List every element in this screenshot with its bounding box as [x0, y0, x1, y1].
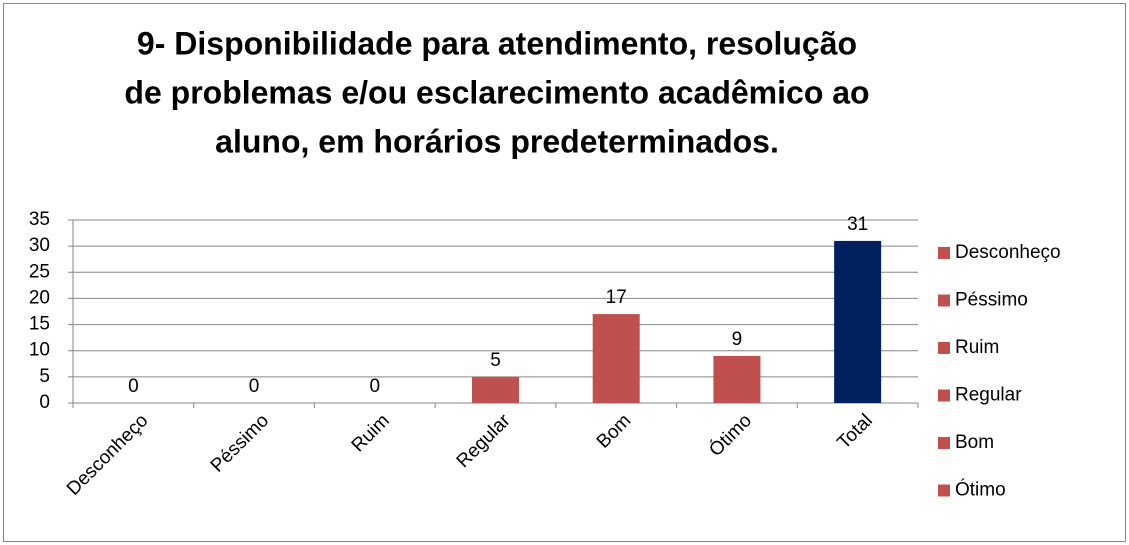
y-tick-label: 30 [29, 235, 50, 256]
y-tick-label: 5 [39, 366, 50, 387]
data-label: 9 [732, 329, 743, 350]
legend-swatch [938, 342, 950, 354]
legend-label: Regular [955, 385, 1022, 406]
legend-swatch [938, 437, 950, 449]
legend-swatch [938, 484, 950, 497]
chart-title: aluno, em horários predeterminados. [215, 123, 779, 159]
legend-label: Ótimo [955, 479, 1006, 501]
chart-title: 9- Disponibilidade para atendimento, res… [137, 25, 857, 61]
legend-swatch [938, 389, 950, 402]
legend-swatch [938, 294, 950, 307]
y-tick-label: 15 [29, 314, 50, 335]
data-label: 0 [128, 376, 139, 397]
data-label: 17 [606, 287, 627, 308]
data-label: 0 [369, 376, 380, 397]
y-tick-label: 20 [29, 287, 50, 308]
legend-label: Desconheço [955, 242, 1061, 263]
data-label: 0 [249, 376, 260, 397]
y-tick-label: 35 [29, 209, 50, 230]
chart-title: de problemas e/ou esclarecimento acadêmi… [124, 74, 869, 110]
y-tick-label: 0 [39, 392, 50, 413]
y-tick-label: 25 [29, 261, 50, 282]
bar [713, 355, 761, 403]
legend-label: Péssimo [955, 290, 1028, 311]
data-label: 31 [847, 214, 868, 235]
legend-label: Ruim [955, 337, 999, 358]
legend-swatch [938, 247, 950, 259]
legend-label: Bom [955, 432, 994, 453]
y-tick-label: 10 [29, 340, 50, 361]
data-label: 5 [490, 350, 501, 371]
bar [834, 240, 882, 403]
bar [592, 314, 640, 403]
bar [472, 376, 519, 403]
